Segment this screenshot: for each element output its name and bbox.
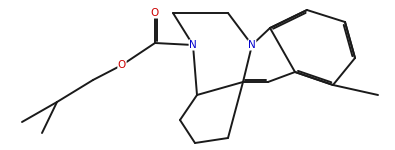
Text: N: N (189, 40, 197, 50)
Text: O: O (151, 8, 159, 18)
Text: N: N (248, 40, 256, 50)
Text: O: O (118, 60, 126, 70)
